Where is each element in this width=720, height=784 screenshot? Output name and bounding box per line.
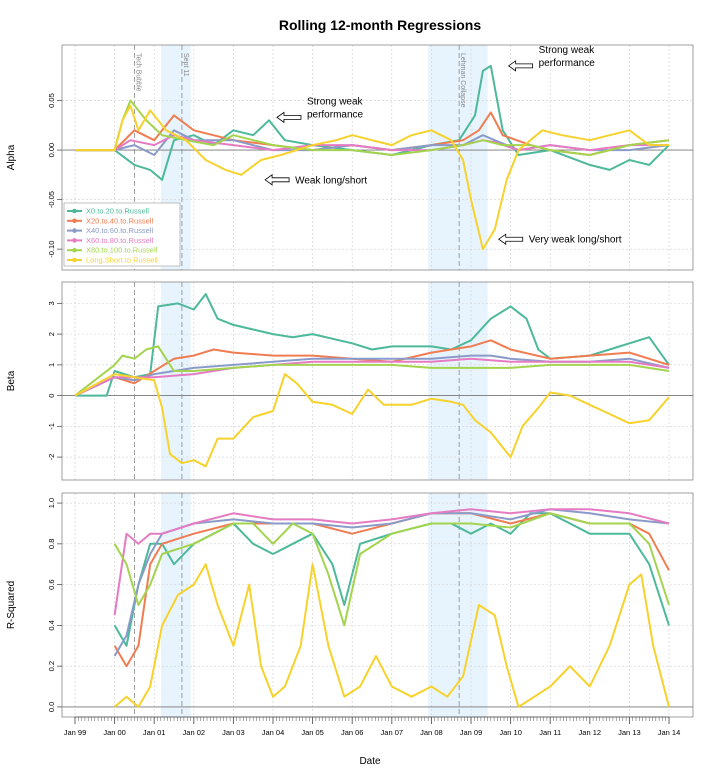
legend: X0.to.20.to.RussellX20.to.40.to.RussellX… [63,202,181,267]
y-tick-label: 0.2 [47,661,56,671]
x-tick-label: Jan 10 [499,728,522,737]
x-tick-label: Jan 01 [143,728,166,737]
y-tick-label: -0.10 [47,241,56,258]
series-group [113,508,670,708]
legend-label: X80.to.100.to.Russell [86,246,158,255]
x-axis: Jan 99 Jan 00 Jan 01 Jan 02 Jan 03 Jan 04 Jan … [64,716,681,737]
y-tick-label: 0.6 [47,579,56,589]
series-line-5 [75,99,670,156]
legend-marker [72,238,77,243]
x-tick-label: Jan 08 [420,728,443,737]
series-line-6 [113,563,670,708]
x-tick-label: Jan 11 [539,728,561,737]
panel-alpha: Tech Bubble Sept 11 Lehman Collapse -0.10 -0… [6,44,694,271]
event-label: Sept 11 [182,53,189,77]
shaded-period [160,282,191,480]
x-tick-label: Jan 07 [381,728,404,737]
x-tick-label: Jan 99 [64,728,87,737]
series-line-1 [113,512,670,647]
annotation: Very weak long/short [498,233,622,246]
series-group [74,293,670,468]
legend-box [63,202,181,267]
annotation-text: Very weak long/short [529,235,622,246]
y-tick-label: 1 [47,363,56,367]
legend-marker [72,247,77,253]
x-axis-label: Date [359,756,381,767]
series-line-2 [74,339,670,397]
series-line-4 [75,134,669,152]
x-tick-label: Jan 00 [103,728,126,737]
x-tick-label: Jan 13 [618,728,641,737]
series-line-6 [75,104,669,251]
annotation-arrow [276,111,302,124]
y-tick-label: -2 [47,454,56,461]
y-axis-label: Beta [6,370,17,391]
panel-frame [61,281,694,481]
shaded-period [428,282,488,480]
legend-label: X60.to.80.to.Russell [86,236,153,245]
y-tick-label: 0.00 [47,143,56,158]
y-tick-label: -1 [47,423,56,430]
legend-marker [72,218,77,224]
panels-group: Tech Bubble Sept 11 Lehman Collapse -0.10 -0… [6,44,694,718]
legend-marker [72,228,77,233]
annotation-arrow [507,60,534,72]
annotation-text: performance [307,109,364,120]
shaded-period [428,45,488,270]
legend-marker [72,257,77,263]
x-tick-label: Jan 02 [183,728,206,737]
legend-label: X40.to.60.to.Russell [86,226,153,235]
y-tick-label: 0.05 [47,93,56,108]
series-line-5 [74,345,670,397]
series-line-4 [113,508,670,616]
x-tick-label: Jan 09 [460,728,483,737]
annotation: Weak long/short [264,174,367,186]
annotation-arrow [264,174,290,186]
y-tick-label: -0.05 [47,191,56,208]
y-tick-label: 1.0 [47,498,56,508]
legend-marker [72,208,77,214]
annotation: Strong weak performance [276,96,364,124]
x-tick-label: Jan 04 [262,728,285,737]
annotation-arrow [498,233,524,246]
y-tick-label: 0.8 [47,539,56,549]
y-tick-label: 0 [47,394,56,398]
y-axis-label: R-Squared [6,581,17,629]
panel-frame [61,44,694,271]
annotation: Strong weak performance [507,45,596,72]
event-label: Lehman Collapse [459,53,466,108]
y-tick-label: 0.0 [47,702,56,712]
y-tick-label: 0.4 [47,620,56,630]
series-line-5 [113,512,670,627]
y-axis-label: Alpha [6,144,17,170]
x-tick-label: Jan 12 [579,728,602,737]
legend-label: X0.to.20.to.Russell [86,207,149,216]
series-line-6 [74,373,670,468]
y-tick-label: 3 [47,301,56,305]
x-tick-label: Jan 03 [222,728,245,737]
legend-label: X20.to.40.to.Russell [86,216,153,225]
series-group [75,64,670,251]
series-line-4 [74,357,670,397]
panel-r-squared: 0.0 0.2 0.4 0.6 0.8 1.0 R-Squared [6,492,694,718]
legend-label: Long.Short.to.Russell [86,256,158,265]
annotation-text: Strong weak [307,96,364,107]
chart-title: Rolling 12-month Regressions [279,17,481,33]
annotation-text: performance [539,58,596,69]
panel-beta: -2 -1 0 1 2 3 Beta [6,281,694,481]
event-label: Tech Bubble [134,53,141,92]
x-tick-label: Jan 14 [658,728,681,737]
x-tick-label: Jan 06 [341,728,364,737]
annotation-text: Strong weak [539,45,596,56]
x-tick-label: Jan 05 [301,728,324,737]
annotation-text: Weak long/short [295,175,367,186]
y-tick-label: 2 [47,332,56,336]
